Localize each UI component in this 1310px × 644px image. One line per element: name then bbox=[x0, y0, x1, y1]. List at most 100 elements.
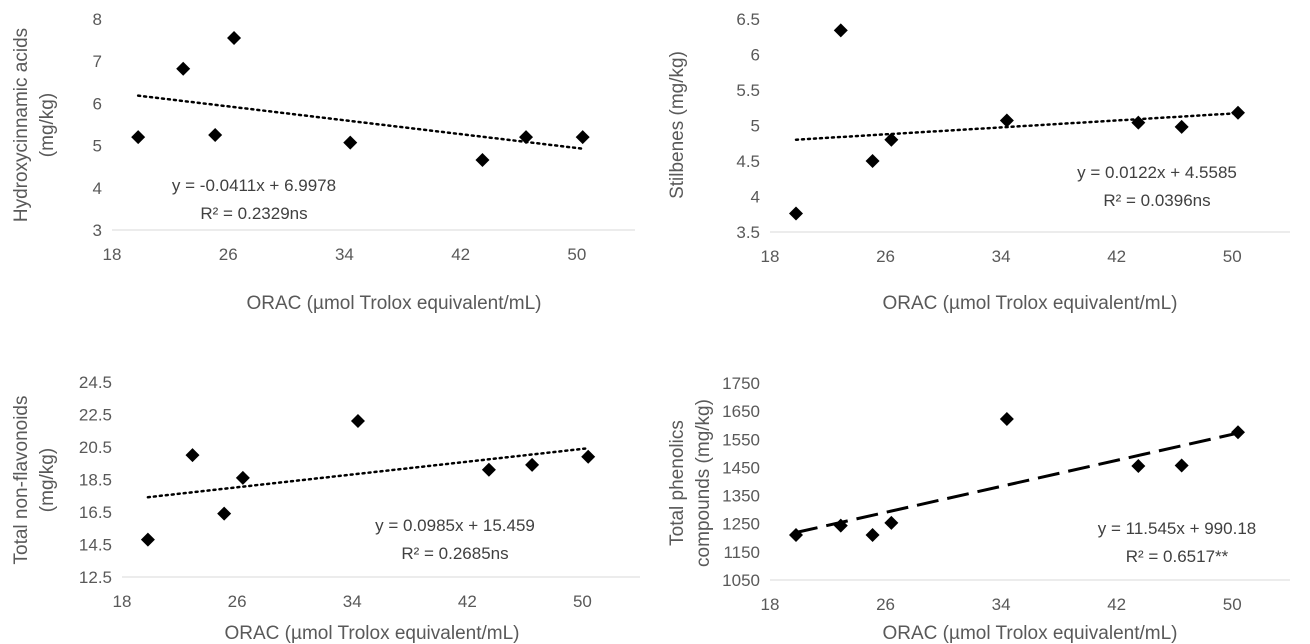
trendline-equation: y = 11.545x + 990.18 bbox=[1098, 519, 1256, 538]
y-tick-label: 3 bbox=[93, 221, 102, 240]
trendline bbox=[136, 94, 584, 150]
data-point bbox=[1231, 105, 1245, 120]
x-tick-label: 34 bbox=[335, 245, 354, 264]
y-tick-label: 24.5 bbox=[79, 373, 112, 392]
y-tick-label: 20.5 bbox=[79, 438, 112, 457]
data-point bbox=[1231, 425, 1245, 440]
data-point bbox=[884, 132, 899, 147]
y-tick-label: 16.5 bbox=[79, 503, 112, 522]
data-point bbox=[865, 154, 880, 168]
y-tick-label: 5 bbox=[751, 117, 760, 136]
y-tick-label: 1050 bbox=[722, 571, 760, 590]
chart-panel-2: 18 26 34 42 50 3.5 4 4.5 5 5.5 6 6.5 y = 0.0122x + 4… bbox=[667, 10, 1290, 314]
data-point bbox=[865, 527, 880, 542]
data-point bbox=[185, 448, 200, 463]
data-point bbox=[581, 449, 596, 464]
x-tick-label: 26 bbox=[876, 595, 895, 614]
data-point bbox=[481, 462, 496, 477]
x-tick-label: 42 bbox=[458, 592, 477, 611]
data-point bbox=[833, 518, 848, 533]
x-axis-title: ORAC (µmol Trolox equivalent/mL) bbox=[225, 623, 520, 644]
y-axis-title: compounds (mg/kg) bbox=[693, 399, 714, 567]
x-tick-label: 26 bbox=[228, 592, 247, 611]
y-tick-label: 18.5 bbox=[79, 471, 112, 490]
y-tick-label: 1750 bbox=[722, 374, 760, 393]
x-axis-title: ORAC (µmol Trolox equivalent/mL) bbox=[883, 623, 1178, 644]
r-squared-label: R² = 0.2685ns bbox=[401, 544, 508, 563]
y-tick-label: 6 bbox=[751, 46, 760, 65]
data-point bbox=[227, 30, 242, 45]
y-axis-title: Hydroxycinnamic acids bbox=[11, 28, 32, 222]
trendline-equation: y = 0.0122x + 4.5585 bbox=[1077, 163, 1237, 182]
data-point bbox=[1174, 119, 1189, 134]
y-tick-label: 6 bbox=[93, 94, 102, 113]
r-squared-label: R² = 0.6517** bbox=[1126, 547, 1229, 566]
x-tick-label: 34 bbox=[992, 247, 1011, 266]
x-axis-title: ORAC (µmol Trolox equivalent/mL) bbox=[883, 293, 1178, 314]
data-point bbox=[475, 152, 490, 167]
data-point bbox=[140, 532, 155, 547]
x-tick-label: 50 bbox=[1223, 595, 1242, 614]
x-tick-label: 18 bbox=[761, 595, 780, 614]
y-axis-title: Total non-flavonoids bbox=[11, 396, 32, 565]
y-tick-label: 14.5 bbox=[79, 536, 112, 555]
x-tick-label: 34 bbox=[343, 592, 362, 611]
y-tick-label: 3.5 bbox=[736, 223, 760, 242]
data-point bbox=[176, 61, 191, 76]
y-axis-title: (mg/kg) bbox=[37, 93, 58, 157]
data-point bbox=[235, 470, 250, 485]
data-point bbox=[350, 414, 365, 428]
data-point bbox=[525, 457, 540, 472]
chart-panel-3: 18 26 34 42 50 12.5 14.5 16.5 18.5 20.5 22.5 24.5 y … bbox=[11, 373, 640, 644]
y-tick-label: 4.5 bbox=[736, 152, 760, 171]
x-tick-label: 42 bbox=[1107, 595, 1126, 614]
trendline bbox=[146, 446, 590, 499]
y-tick-label: 1550 bbox=[722, 430, 760, 449]
data-point bbox=[999, 113, 1014, 128]
data-point bbox=[575, 130, 590, 145]
y-tick-label: 4 bbox=[93, 179, 102, 198]
r-squared-label: R² = 0.0396ns bbox=[1103, 191, 1210, 210]
trendline-equation: y = 0.0985x + 15.459 bbox=[375, 516, 535, 535]
x-tick-label: 26 bbox=[219, 245, 238, 264]
trendline-equation: y = -0.0411x + 6.9978 bbox=[172, 176, 336, 195]
data-point bbox=[789, 527, 803, 542]
y-tick-label: 1150 bbox=[723, 543, 760, 562]
trendline bbox=[795, 431, 1239, 534]
trendline bbox=[794, 111, 1240, 141]
data-point bbox=[999, 412, 1014, 427]
data-point bbox=[1131, 459, 1146, 474]
y-axis-title: (mg/kg) bbox=[37, 448, 58, 512]
y-tick-label: 22.5 bbox=[79, 406, 112, 425]
chart-panel-4: 18 26 34 42 50 1050 1150 1250 1350 1450 1550 1650 17… bbox=[667, 374, 1290, 644]
y-tick-label: 5 bbox=[93, 137, 102, 156]
x-tick-label: 26 bbox=[876, 247, 895, 266]
data-point bbox=[343, 135, 358, 150]
data-point bbox=[217, 506, 232, 521]
y-tick-label: 7 bbox=[93, 52, 102, 71]
x-tick-label: 34 bbox=[992, 595, 1011, 614]
x-tick-label: 42 bbox=[1107, 247, 1126, 266]
data-point bbox=[1174, 458, 1189, 473]
x-tick-label: 50 bbox=[1223, 247, 1242, 266]
data-point bbox=[884, 515, 899, 530]
x-tick-label: 18 bbox=[761, 247, 780, 266]
y-tick-label: 4 bbox=[751, 188, 760, 207]
data-point bbox=[131, 130, 146, 145]
x-tick-label: 50 bbox=[567, 245, 586, 264]
data-point bbox=[1131, 115, 1146, 130]
y-tick-label: 6.5 bbox=[736, 10, 760, 29]
y-tick-label: 1450 bbox=[722, 458, 760, 477]
r-squared-label: R² = 0.2329ns bbox=[200, 204, 307, 223]
y-tick-label: 5.5 bbox=[736, 81, 760, 100]
data-point bbox=[208, 128, 223, 143]
y-tick-label: 1250 bbox=[722, 515, 760, 534]
y-tick-label: 1350 bbox=[722, 487, 760, 506]
data-point bbox=[833, 23, 848, 38]
y-axis-title: Stilbenes (mg/kg) bbox=[667, 51, 688, 199]
x-tick-label: 18 bbox=[103, 245, 122, 264]
data-point bbox=[519, 130, 534, 145]
x-tick-label: 50 bbox=[573, 592, 592, 611]
